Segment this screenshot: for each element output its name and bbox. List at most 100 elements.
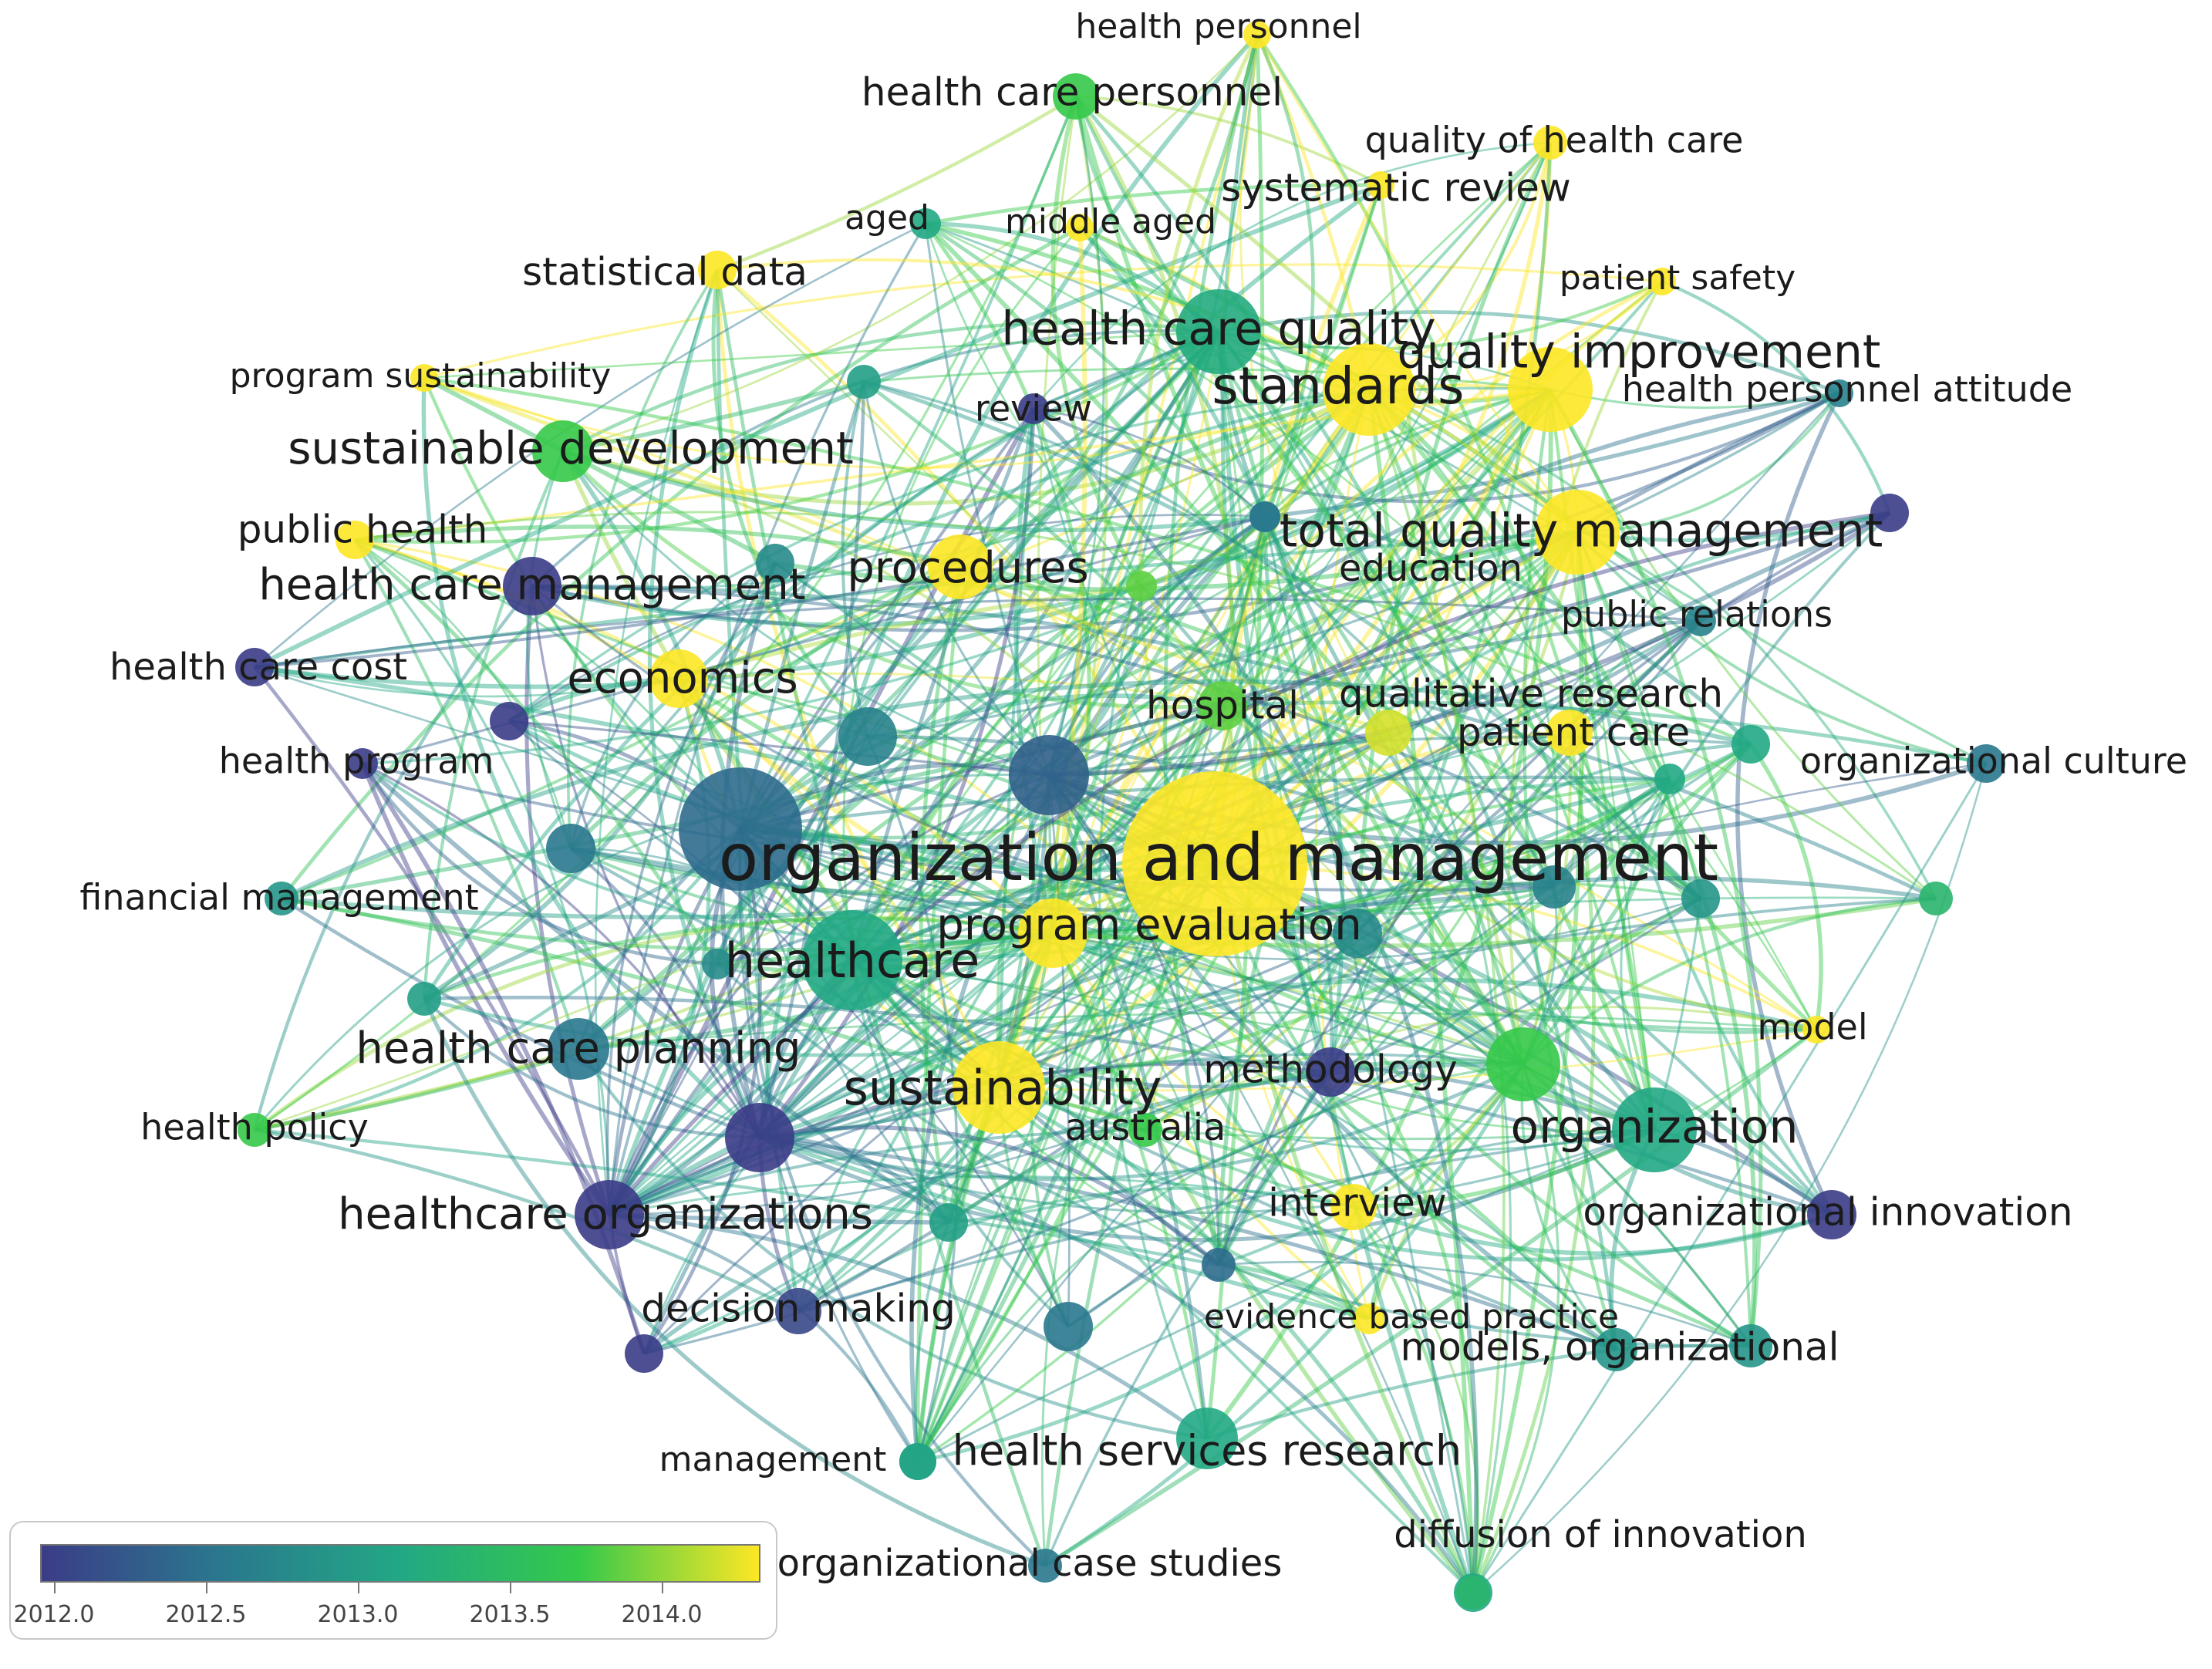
- unlabeled-keyword-node[interactable]: [1202, 1248, 1236, 1282]
- keyword-label[interactable]: interview: [1268, 1181, 1447, 1226]
- keyword-node[interactable]: [1367, 171, 1394, 199]
- keyword-node[interactable]: [1122, 771, 1307, 956]
- keyword-node[interactable]: [1176, 289, 1261, 374]
- keyword-node[interactable]: [532, 420, 594, 482]
- keyword-label[interactable]: australia: [1065, 1106, 1226, 1149]
- keyword-node[interactable]: [928, 534, 993, 599]
- keyword-label[interactable]: organization: [1510, 1101, 1798, 1155]
- keyword-node[interactable]: [1648, 268, 1676, 295]
- keyword-label[interactable]: aged: [845, 198, 929, 238]
- keyword-node[interactable]: [1826, 379, 1853, 407]
- unlabeled-keyword-node[interactable]: [1533, 865, 1576, 909]
- keyword-label[interactable]: health care management: [258, 560, 805, 610]
- keyword-label[interactable]: health personnel attitude: [1622, 369, 2073, 410]
- keyword-label[interactable]: financial management: [79, 877, 478, 919]
- keyword-label[interactable]: healthcare: [725, 932, 980, 989]
- keyword-node[interactable]: [1967, 744, 2005, 783]
- keyword-node[interactable]: [1306, 1047, 1355, 1097]
- keyword-node[interactable]: [775, 1288, 821, 1334]
- unlabeled-keyword-node[interactable]: [1919, 882, 1953, 915]
- keyword-label[interactable]: decision making: [641, 1286, 956, 1331]
- keyword-label[interactable]: systematic review: [1221, 166, 1571, 211]
- keyword-label[interactable]: review: [975, 388, 1092, 430]
- keyword-node[interactable]: [1508, 347, 1593, 432]
- keyword-label[interactable]: public health: [238, 507, 488, 552]
- keyword-label[interactable]: organizational case studies: [777, 1542, 1283, 1585]
- keyword-node[interactable]: [1066, 214, 1094, 241]
- unlabeled-keyword-node[interactable]: [756, 544, 794, 582]
- keyword-label[interactable]: health care personnel: [862, 70, 1283, 115]
- unlabeled-keyword-node[interactable]: [1729, 1324, 1772, 1367]
- keyword-node[interactable]: [953, 1041, 1045, 1134]
- keyword-node[interactable]: [1018, 393, 1049, 424]
- unlabeled-keyword-node[interactable]: [1249, 501, 1280, 532]
- keyword-node[interactable]: [1533, 126, 1567, 160]
- unlabeled-keyword-node[interactable]: [1486, 1027, 1560, 1101]
- unlabeled-keyword-node[interactable]: [1126, 571, 1157, 602]
- keyword-node[interactable]: [1612, 1087, 1697, 1172]
- keyword-node[interactable]: [410, 364, 438, 392]
- keyword-label[interactable]: standards: [1212, 356, 1464, 416]
- keyword-label[interactable]: evidence based practice: [1204, 1297, 1619, 1337]
- unlabeled-keyword-node[interactable]: [1681, 879, 1720, 918]
- keyword-node[interactable]: [1807, 1190, 1856, 1239]
- keyword-label[interactable]: healthcare organizations: [338, 1189, 873, 1239]
- keyword-label[interactable]: health care quality: [1001, 302, 1435, 356]
- keyword-node[interactable]: [336, 521, 374, 559]
- keyword-node[interactable]: [1323, 343, 1415, 436]
- keyword-label[interactable]: health policy: [140, 1107, 369, 1148]
- keyword-node[interactable]: [503, 557, 561, 615]
- keyword-label[interactable]: economics: [567, 653, 797, 703]
- keyword-label[interactable]: qualitative research: [1339, 672, 1723, 716]
- keyword-label[interactable]: sustainable development: [288, 422, 854, 474]
- keyword-node[interactable]: [1330, 1184, 1377, 1230]
- keyword-label[interactable]: sustainability: [844, 1060, 1162, 1116]
- keyword-label[interactable]: diffusion of innovation: [1394, 1513, 1807, 1556]
- keyword-label[interactable]: patient care: [1457, 710, 1690, 755]
- keyword-label[interactable]: organizational innovation: [1583, 1190, 2072, 1235]
- keyword-label[interactable]: patient safety: [1560, 258, 1796, 298]
- keyword-node[interactable]: [1685, 605, 1716, 636]
- keyword-node[interactable]: [910, 208, 941, 239]
- keyword-node[interactable]: [649, 649, 708, 708]
- keyword-node[interactable]: [238, 1113, 271, 1147]
- keyword-label[interactable]: health services research: [953, 1427, 1462, 1475]
- unlabeled-keyword-node[interactable]: [838, 707, 897, 766]
- keyword-node[interactable]: [1018, 899, 1087, 968]
- keyword-label[interactable]: education: [1339, 547, 1522, 590]
- keyword-label[interactable]: quality improvement: [1398, 325, 1881, 379]
- unlabeled-keyword-node[interactable]: [1870, 494, 1909, 532]
- keyword-label[interactable]: hospital: [1146, 683, 1299, 728]
- unlabeled-keyword-node[interactable]: [1731, 725, 1770, 764]
- unlabeled-keyword-node[interactable]: [625, 1334, 663, 1373]
- keyword-node[interactable]: [265, 882, 298, 915]
- keyword-label[interactable]: organizational culture: [1800, 740, 2187, 782]
- keyword-label[interactable]: health care planning: [356, 1023, 801, 1074]
- keyword-node[interactable]: [235, 648, 274, 686]
- unlabeled-keyword-node[interactable]: [490, 702, 528, 740]
- keyword-node[interactable]: [548, 1018, 609, 1080]
- unlabeled-keyword-node[interactable]: [1333, 909, 1382, 958]
- unlabeled-keyword-node[interactable]: [546, 824, 595, 873]
- keyword-node[interactable]: [1546, 710, 1593, 756]
- keyword-label[interactable]: management: [659, 1440, 887, 1479]
- keyword-node[interactable]: [347, 748, 378, 779]
- unlabeled-keyword-node[interactable]: [702, 949, 733, 979]
- keyword-label[interactable]: total quality management: [1280, 504, 1883, 558]
- keyword-node[interactable]: [1053, 73, 1099, 120]
- unlabeled-keyword-node[interactable]: [407, 982, 441, 1016]
- keyword-node[interactable]: [1354, 1303, 1384, 1334]
- keyword-label[interactable]: health personnel: [1075, 7, 1361, 46]
- keyword-label[interactable]: public relations: [1561, 594, 1833, 636]
- keyword-node[interactable]: [1594, 1328, 1637, 1371]
- keyword-node[interactable]: [802, 910, 902, 1010]
- keyword-label[interactable]: health program: [219, 740, 494, 782]
- keyword-label[interactable]: program evaluation: [936, 900, 1361, 950]
- keyword-label[interactable]: procedures: [847, 543, 1088, 593]
- unlabeled-keyword-node[interactable]: [1009, 735, 1089, 815]
- keyword-label[interactable]: methodology: [1203, 1047, 1458, 1092]
- unlabeled-keyword-node[interactable]: [929, 1203, 968, 1242]
- keyword-label[interactable]: health care cost: [110, 646, 407, 689]
- keyword-label[interactable]: models, organizational: [1401, 1325, 1839, 1370]
- unlabeled-keyword-node[interactable]: [1654, 764, 1685, 794]
